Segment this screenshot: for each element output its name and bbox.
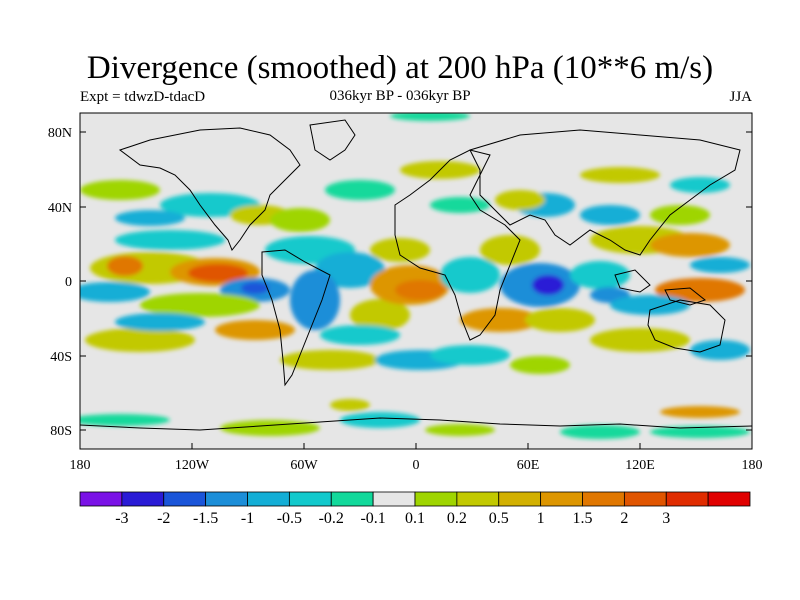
colorbar-label: 3	[662, 510, 670, 527]
lon-label: 120E	[625, 458, 655, 473]
map-title: Divergence (smoothed) at 200 hPa (10**6 …	[86, 50, 714, 86]
colorbar-box	[121, 491, 165, 507]
colorbar-label: 2	[620, 510, 628, 527]
colorbar-box	[498, 491, 542, 507]
lon-label: 60E	[517, 458, 540, 473]
colorbar-box	[665, 491, 709, 507]
colorbar-box	[163, 491, 207, 507]
colorbar-label: -1.5	[193, 510, 218, 527]
lat-label: 40N	[48, 201, 72, 216]
colorbar-box	[707, 491, 751, 507]
longitude-labels: 180 120W 60W 0 60E 120E 180	[70, 458, 763, 473]
colorbar-box	[456, 491, 500, 507]
lat-label: 80N	[48, 126, 72, 141]
colorbar-box	[288, 491, 332, 507]
lon-label: 180	[742, 458, 763, 473]
lon-label: 180	[70, 458, 91, 473]
colorbar-box	[372, 491, 416, 507]
colorbar-label: 0.2	[447, 510, 467, 527]
lat-label: 0	[65, 275, 72, 290]
colorbar-label: -2	[157, 510, 170, 527]
colorbar-label: -3	[115, 510, 128, 527]
colorbar-label: -0.1	[360, 510, 385, 527]
colorbar-label: -0.5	[277, 510, 302, 527]
colorbar-box	[623, 491, 667, 507]
lon-label: 0	[413, 458, 420, 473]
latitude-labels: 80N 40N 0 40S 80S	[48, 126, 72, 439]
colorbar-label: 1.5	[573, 510, 593, 527]
colorbar-box	[540, 491, 583, 507]
colorbar-label: 0.1	[405, 510, 425, 527]
colorbar-label: -0.2	[319, 510, 344, 527]
colorbar-box	[205, 491, 248, 507]
colorbar-label: 1	[537, 510, 545, 527]
lat-label: 80S	[50, 424, 72, 439]
colorbar-box	[79, 491, 123, 507]
experiment-label: Expt = tdwzD-tdacD	[80, 89, 206, 105]
lon-label: 120W	[175, 458, 210, 473]
colorbar-box	[582, 491, 625, 507]
tick-marks	[79, 131, 753, 449]
period-label: 036kyr BP - 036kyr BP	[329, 88, 471, 104]
lon-label: 60W	[290, 458, 318, 473]
colorbar-box	[247, 491, 290, 507]
coastlines	[80, 119, 752, 431]
colorbar-box	[414, 491, 458, 507]
colorbar-labels: -3 -2 -1.5 -1 -0.5 -0.2 -0.1 0.1 0.2 0.5 1 1.5 2 3	[115, 510, 670, 527]
lat-label: 40S	[50, 350, 72, 365]
colorbar-label: 0.5	[489, 510, 509, 527]
colorbar	[79, 491, 751, 507]
colorbar-label: -1	[241, 510, 254, 527]
colorbar-box	[330, 491, 374, 507]
season-label: JJA	[729, 89, 752, 105]
